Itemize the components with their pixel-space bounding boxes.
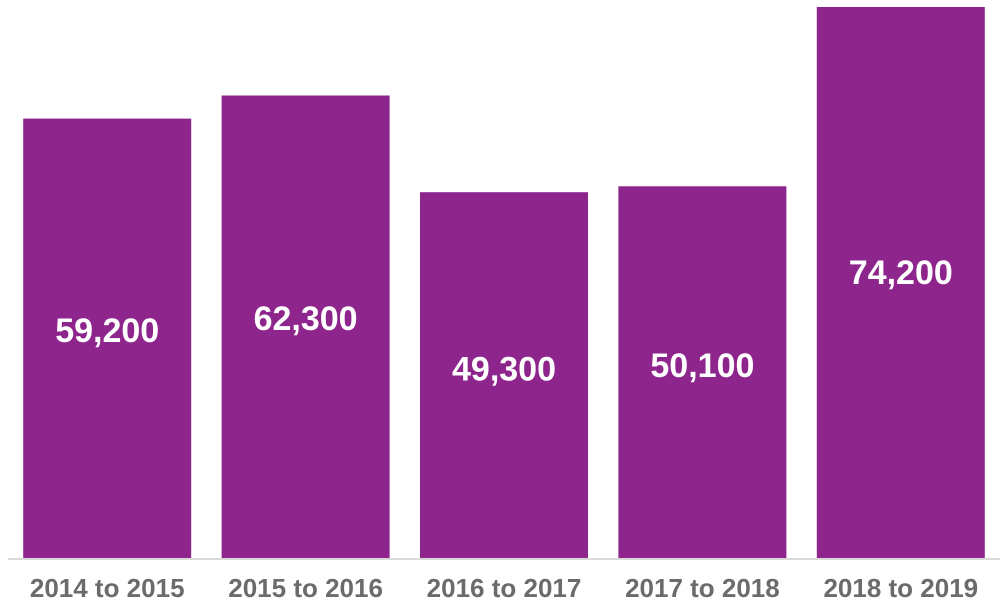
bar-0 — [23, 118, 192, 559]
value-label-3: 50,100 — [650, 347, 754, 385]
x-tick-label-1: 2015 to 2016 — [228, 573, 383, 603]
value-labels-group: 59,200 62,300 49,300 50,100 74,200 — [55, 254, 953, 388]
value-label-4: 74,200 — [849, 254, 953, 292]
bar-1 — [221, 95, 390, 559]
bars-group — [23, 7, 985, 560]
value-label-2: 49,300 — [452, 350, 556, 388]
x-tick-label-0: 2014 to 2015 — [30, 573, 185, 603]
bar-3 — [618, 186, 787, 560]
x-tick-label-3: 2017 to 2018 — [625, 573, 780, 603]
x-tick-label-4: 2018 to 2019 — [823, 573, 978, 603]
x-tick-labels-group: 2014 to 2015 2015 to 2016 2016 to 2017 2017… — [30, 573, 978, 603]
bar-4 — [816, 7, 985, 559]
value-label-0: 59,200 — [55, 312, 159, 350]
bar-2 — [420, 192, 588, 559]
value-label-1: 62,300 — [254, 300, 358, 338]
x-tick-label-2: 2016 to 2017 — [427, 573, 582, 603]
